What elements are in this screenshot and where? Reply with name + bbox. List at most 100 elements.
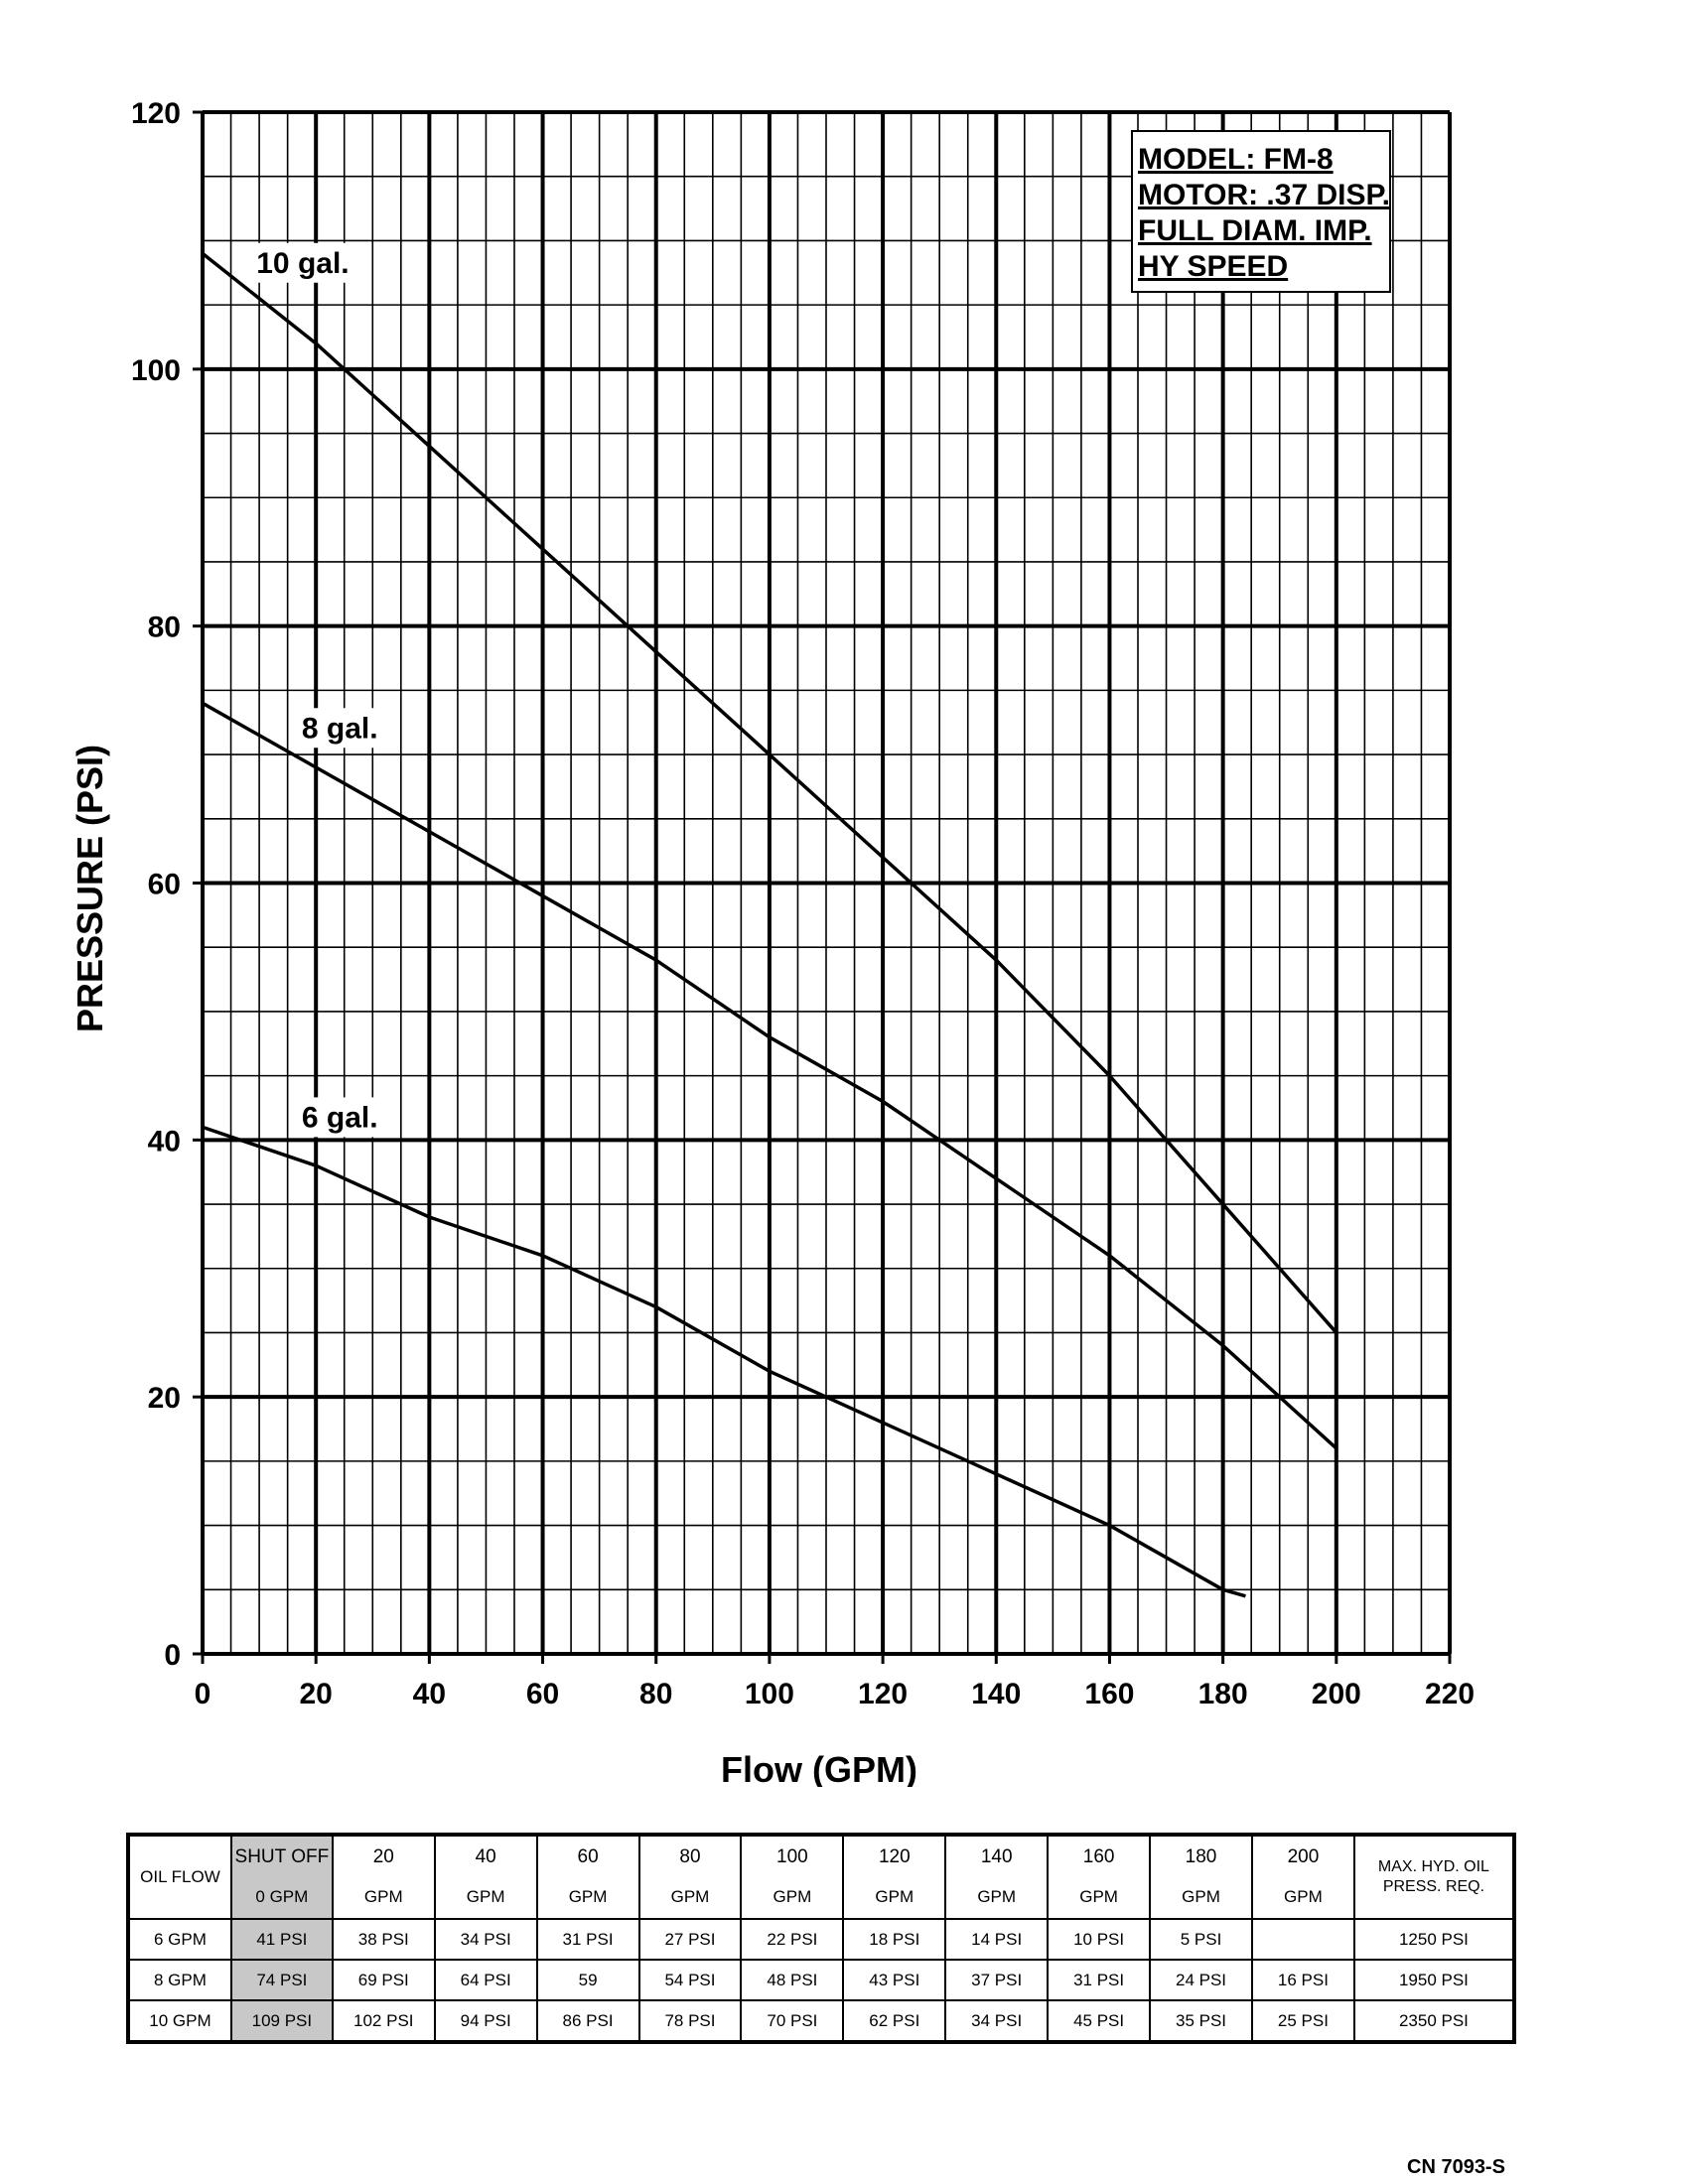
- table-column-header: 140 GPM: [944, 1834, 1050, 1920]
- model-info-line: HY SPEED: [1138, 250, 1288, 283]
- column-header-bottom: 0 GPM: [255, 1887, 309, 1906]
- y-tick-label: 20: [148, 1382, 181, 1415]
- series-label: 8 gal.: [302, 712, 378, 745]
- max-pressure-cell: 2350 PSI: [1352, 1999, 1516, 2043]
- x-tick-label: 180: [1198, 1678, 1248, 1710]
- table-cell: 38 PSI: [331, 1918, 436, 1961]
- table-cell: 45 PSI: [1047, 1999, 1152, 2043]
- row-label-cell: 10 GPM: [127, 1999, 232, 2043]
- table-cell: 59: [535, 1959, 640, 2001]
- table-cell: 34 PSI: [944, 1999, 1050, 2043]
- table-cell: 43 PSI: [842, 1959, 947, 2001]
- table-column-header: 60 GPM: [535, 1834, 640, 1920]
- table-column-header: 100 GPM: [740, 1834, 845, 1920]
- x-tick-label: 200: [1312, 1678, 1361, 1710]
- column-header-bottom: GPM: [1182, 1887, 1220, 1906]
- x-tick-label: 100: [745, 1678, 794, 1710]
- column-header-top: SHUT OFF: [234, 1846, 330, 1867]
- model-info-line: FULL DIAM. IMP.: [1138, 214, 1372, 247]
- x-tick-label: 0: [195, 1678, 211, 1710]
- column-header-top: 200: [1287, 1846, 1320, 1867]
- table-cell: 34 PSI: [433, 1918, 538, 1961]
- table-cell: 102 PSI: [331, 1999, 436, 2043]
- column-header-bottom: GPM: [363, 1887, 403, 1906]
- table-header-row: OIL FLOW SHUT OFF 0 GPM 20 GPM 40 GPM 60 GPM 80 GP…: [127, 1834, 1516, 1920]
- table-column-header: 120 GPM: [842, 1834, 947, 1920]
- x-tick-label: 20: [299, 1678, 332, 1710]
- x-axis-title: Flow (GPM): [721, 1749, 917, 1787]
- column-header-bottom: GPM: [568, 1887, 608, 1906]
- table-cell: 54 PSI: [637, 1959, 743, 2001]
- table-column-header: 40 GPM: [433, 1834, 538, 1920]
- series-line: [202, 1125, 1246, 1598]
- max-pressure-header-line: MAX. HYD. OIL: [1377, 1858, 1489, 1875]
- y-tick-label: 40: [148, 1125, 181, 1158]
- table-column-header: 180 GPM: [1149, 1834, 1253, 1920]
- column-header-top: 20: [372, 1846, 394, 1867]
- x-tick-label: 160: [1084, 1678, 1134, 1710]
- performance-curves: [201, 251, 1338, 1598]
- x-tick-label: 80: [639, 1678, 672, 1710]
- table-max-pressure-header: MAX. HYD. OIL PRESS. REQ.: [1352, 1834, 1516, 1920]
- table-row: 6 GPM 41 PSI 38 PSI 34 PSI 31 PSI 27 PSI 22 PS…: [127, 1918, 1516, 1961]
- series-line: [202, 701, 1337, 1450]
- table-column-header: SHUT OFF 0 GPM: [229, 1834, 334, 1920]
- column-header-top: 180: [1185, 1846, 1217, 1867]
- column-header-top: 160: [1082, 1846, 1115, 1867]
- table-cell: 25 PSI: [1250, 1999, 1355, 2043]
- series-line: [201, 251, 1338, 1334]
- table-cell: 74 PSI: [229, 1959, 334, 2001]
- curve-labels: 10 gal. 8 gal. 6 gal.: [252, 242, 395, 1138]
- table-cell: 41 PSI: [229, 1918, 334, 1961]
- table-cell: 10 PSI: [1047, 1918, 1152, 1961]
- table-column-header: 160 GPM: [1047, 1834, 1152, 1920]
- table-column-header: 20 GPM: [331, 1834, 436, 1920]
- axis-tick-labels: 0 20 40 60 80 100 120 140 160 180 200 220 0 20 40 60 80 1…: [131, 97, 1475, 1710]
- table-cell: 14 PSI: [944, 1918, 1050, 1961]
- model-info-box: MODEL: FM-8 MOTOR: .37 DISP. FULL DIAM. …: [1131, 130, 1391, 293]
- series-label-bg: [297, 708, 395, 749]
- series-label: 6 gal.: [302, 1101, 378, 1134]
- row-label-cell: 8 GPM: [127, 1959, 232, 2001]
- table-cell: 48 PSI: [740, 1959, 845, 2001]
- x-tick-label: 140: [971, 1678, 1021, 1710]
- table-cell: 18 PSI: [842, 1918, 947, 1961]
- series-label-bg: [252, 242, 351, 283]
- column-header-bottom: GPM: [466, 1887, 505, 1906]
- x-tick-label: 220: [1425, 1678, 1475, 1710]
- table-cell: 70 PSI: [740, 1999, 845, 2043]
- table-cell: 22 PSI: [740, 1918, 845, 1961]
- column-header-top: 120: [878, 1846, 911, 1867]
- y-tick-label: 60: [148, 869, 181, 901]
- table-cell: 64 PSI: [433, 1959, 538, 2001]
- max-pressure-header-line: PRESS. REQ.: [1382, 1878, 1485, 1895]
- table-column-header: 80 GPM: [637, 1834, 743, 1920]
- table-cell: 94 PSI: [433, 1999, 538, 2043]
- table-cell: 86 PSI: [535, 1999, 640, 2043]
- column-header-top: 100: [776, 1846, 808, 1867]
- column-header-bottom: GPM: [875, 1887, 914, 1906]
- column-header-bottom: GPM: [1079, 1887, 1118, 1906]
- y-tick-label: 0: [164, 1639, 181, 1672]
- pump-performance-chart: 0 20 40 60 80 100 120 140 160 180 200 220 0 20 40 60 80 1…: [70, 97, 1475, 1787]
- table-row: 8 GPM 74 PSI 69 PSI 64 PSI 59 54 PSI 48 PSI 43 …: [127, 1959, 1516, 2001]
- performance-table: OIL FLOW SHUT OFF 0 GPM 20 GPM 40 GPM 60 GPM 80 GP…: [126, 1833, 1516, 2044]
- column-header-bottom: GPM: [977, 1887, 1017, 1906]
- table-corner-cell: OIL FLOW: [127, 1834, 232, 1920]
- table-cell: 16 PSI: [1250, 1959, 1355, 2001]
- table-cell: 5 PSI: [1149, 1918, 1253, 1961]
- model-info-frame: [1131, 130, 1391, 293]
- y-tick-label: 100: [131, 354, 181, 387]
- model-info-line: MODEL: FM-8: [1138, 143, 1334, 176]
- table-column-header: 200 GPM: [1250, 1834, 1355, 1920]
- column-header-top: 140: [980, 1846, 1013, 1867]
- model-info-line: MOTOR: .37 DISP.: [1138, 179, 1390, 211]
- table-cell: 35 PSI: [1149, 1999, 1253, 2043]
- column-header-bottom: GPM: [670, 1887, 710, 1906]
- table-cell: 69 PSI: [331, 1959, 436, 2001]
- table-cell: 37 PSI: [944, 1959, 1050, 2001]
- max-pressure-cell: 1250 PSI: [1352, 1918, 1516, 1961]
- table-row: 10 GPM 109 PSI 102 PSI 94 PSI 86 PSI 78 PSI 70…: [127, 1999, 1516, 2043]
- table-cell: 27 PSI: [637, 1918, 743, 1961]
- y-axis-title: PRESSURE (PSI): [70, 745, 110, 1032]
